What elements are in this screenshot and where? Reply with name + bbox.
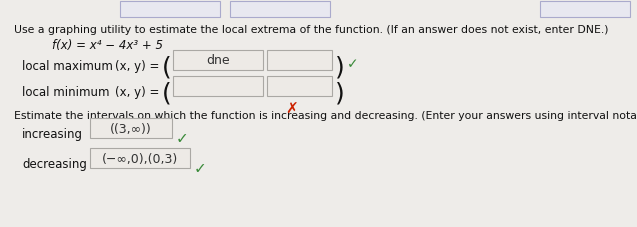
FancyBboxPatch shape [90,148,190,168]
Text: (−∞,0),(0,3): (−∞,0),(0,3) [102,152,178,165]
Text: local maximum: local maximum [22,60,113,73]
Text: Estimate the intervals on which the function is increasing and decreasing. (Ente: Estimate the intervals on which the func… [14,111,637,121]
Text: decreasing: decreasing [22,157,87,170]
Text: ✓: ✓ [176,131,189,145]
Text: (: ( [162,56,172,80]
Text: (: ( [162,82,172,106]
Text: ): ) [335,82,345,106]
FancyBboxPatch shape [173,77,263,96]
Text: ✓: ✓ [194,160,207,175]
Text: ((3,∞)): ((3,∞)) [110,122,152,135]
FancyBboxPatch shape [120,2,220,18]
FancyBboxPatch shape [267,51,332,71]
Text: f(x) = x⁴ − 4x³ + 5: f(x) = x⁴ − 4x³ + 5 [52,39,163,52]
Text: increasing: increasing [22,127,83,140]
Text: Use a graphing utility to estimate the local extrema of the function. (If an ans: Use a graphing utility to estimate the l… [14,25,608,35]
FancyBboxPatch shape [230,2,330,18]
Text: ✗: ✗ [285,101,297,116]
Text: ✓: ✓ [347,57,359,71]
FancyBboxPatch shape [267,77,332,96]
Text: local minimum: local minimum [22,86,110,99]
FancyBboxPatch shape [540,2,630,18]
FancyBboxPatch shape [173,51,263,71]
Text: dne: dne [206,54,230,67]
Text: (x, y) =: (x, y) = [115,86,159,99]
Text: (x, y) =: (x, y) = [115,60,159,73]
Text: ): ) [335,56,345,80]
FancyBboxPatch shape [90,118,172,138]
